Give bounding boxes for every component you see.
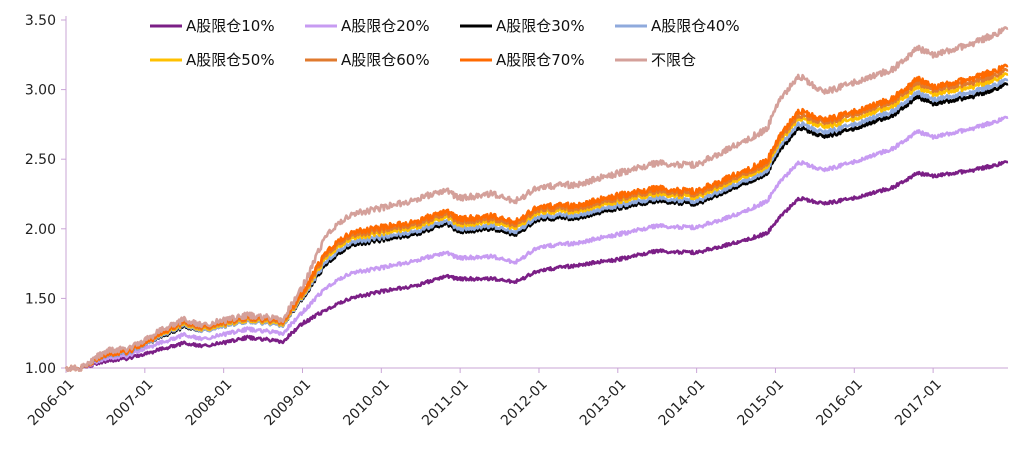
legend-item-6: A股限仓60% [305,51,430,69]
x-tick-label: 2006-01 [25,376,78,429]
x-tick-label: 2013-01 [577,376,630,429]
legend-item-3: A股限仓30% [460,17,585,35]
legend-label: A股限仓40% [651,17,740,35]
legend-item-8: 不限仓 [615,51,696,69]
x-tick-label: 2015-01 [735,376,788,429]
y-tick-label: 3.00 [25,83,56,99]
x-tick-label: 2016-01 [813,376,866,429]
series-line-1 [65,160,1009,371]
y-tick-label: 2.50 [25,152,56,168]
y-tick-label: 1.00 [25,361,56,377]
series-line-8 [64,26,1009,373]
x-tick-label: 2014-01 [656,376,709,429]
legend-item-4: A股限仓40% [615,17,740,35]
legend-item-2: A股限仓20% [305,17,430,35]
y-tick-label: 2.00 [25,222,56,238]
series-line-2 [65,115,1009,371]
x-tick-label: 2010-01 [340,376,393,429]
legend-label: A股限仓10% [186,17,275,35]
x-tick-label: 2017-01 [892,376,945,429]
legend-label: A股限仓60% [341,51,430,69]
y-tick-label: 1.50 [25,291,56,307]
legend-item-5: A股限仓50% [150,51,275,69]
series-lines [64,26,1009,373]
y-tick-label: 3.50 [25,13,56,29]
legend-item-7: A股限仓70% [460,51,585,69]
x-tick-label: 2009-01 [262,376,315,429]
legend-label: A股限仓50% [186,51,275,69]
x-tick-label: 2011-01 [419,376,472,429]
legend-label: 不限仓 [651,51,696,69]
x-tick-label: 2012-01 [498,376,551,429]
legend-label: A股限仓70% [496,51,585,69]
legend-label: A股限仓20% [341,17,430,35]
x-tick-label: 2008-01 [183,376,236,429]
legend: A股限仓10% A股限仓20% A股限仓30% A股限仓40% A股限仓50% A股限仓6… [150,17,740,69]
legend-label: A股限仓30% [496,17,585,35]
legend-item-1: A股限仓10% [150,17,275,35]
x-tick-label: 2007-01 [104,376,157,429]
